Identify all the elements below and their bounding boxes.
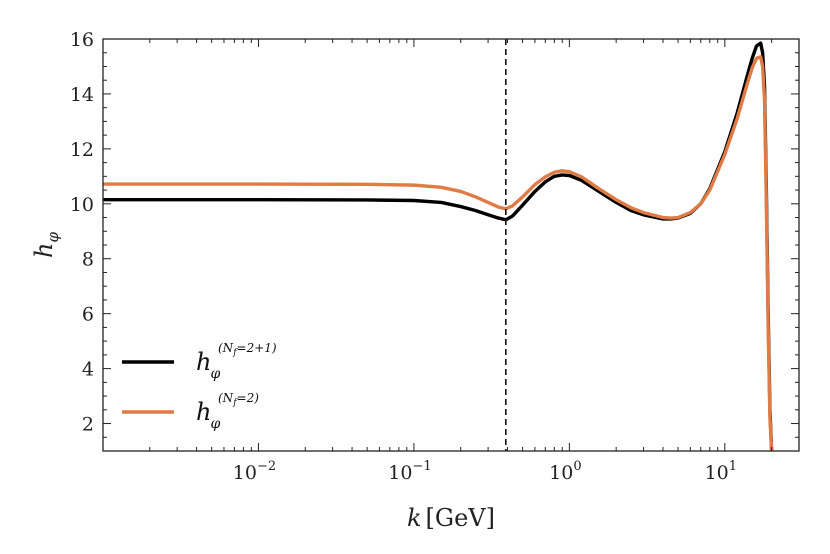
legend-label: hφ (196, 398, 220, 432)
series-line-1 (103, 41, 774, 451)
x-tick-label: 10−2 (233, 459, 276, 484)
legend-entry: hφ(Nf=2+1) (122, 341, 277, 382)
x-tick-label: 100 (549, 459, 581, 484)
legend-superscript: (Nf=2) (218, 391, 259, 408)
y-tick-label: 12 (70, 139, 94, 161)
y-tick-label: 16 (70, 29, 94, 51)
curves-group (103, 41, 774, 451)
y-tick-label: 2 (82, 414, 94, 436)
x-axis-label: k [GeV] (407, 504, 495, 532)
x-tick-label: 10−1 (388, 459, 431, 484)
x-tick-label: 101 (705, 459, 737, 484)
y-axis-ticks: 2 4 6 8 10 12 14 16 (70, 29, 799, 452)
y-tick-label: 14 (70, 84, 94, 106)
legend: hφ(Nf=2+1)hφ(Nf=2) (122, 341, 277, 432)
y-axis-label: hφ (30, 232, 62, 258)
legend-label: hφ (196, 348, 220, 382)
y-tick-label: 6 (82, 304, 94, 326)
svg-text:hφ: hφ (30, 232, 62, 258)
plot-frame (102, 38, 800, 452)
x-axis-ticks: 10−2 10−1 100 101 (102, 39, 800, 484)
y-tick-label: 10 (70, 194, 94, 216)
series-line-2 (103, 55, 774, 451)
plot-background (103, 39, 799, 451)
svg-text:k[GeV]: k [GeV] (407, 504, 495, 532)
legend-superscript: (Nf=2+1) (218, 341, 277, 358)
y-tick-label: 4 (82, 359, 94, 381)
legend-entry: hφ(Nf=2) (122, 391, 259, 432)
y-tick-label: 8 (82, 249, 94, 271)
